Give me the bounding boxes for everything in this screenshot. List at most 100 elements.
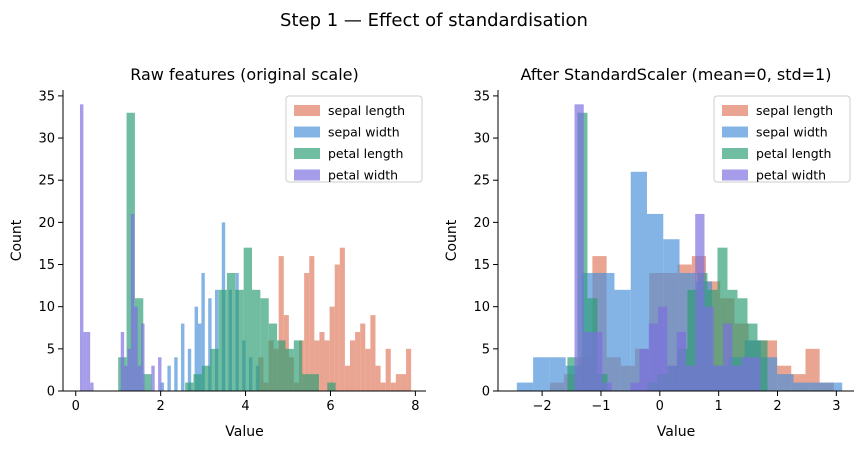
panel-2-bar-sepal-width xyxy=(809,382,826,391)
panel-1-y-tick-label: 25 xyxy=(38,174,55,189)
panel-2-bar-petal-width xyxy=(676,331,686,391)
panel-2-x-axis-label: Value xyxy=(657,424,695,440)
panel-1-bar-petal-width xyxy=(83,331,87,391)
panel-2-bar-sepal-width xyxy=(614,289,631,391)
panel-1-bar-sepal-length xyxy=(350,340,356,391)
panel-2-legend-box xyxy=(713,95,851,183)
panel-1-bar-sepal-length xyxy=(355,331,361,391)
panel-1-bar-petal-length xyxy=(277,340,286,391)
panel-1-bar-petal-length xyxy=(193,374,202,391)
panel-1-bar-sepal-length xyxy=(344,365,350,391)
panel-1-bar-petal-length xyxy=(134,298,144,391)
panel-1-bar-petal-width xyxy=(130,213,135,391)
panel-1-bar-sepal-length xyxy=(324,340,330,391)
panel-1-bar-sepal-length xyxy=(365,348,371,391)
panel-2-x-tick-label: −2 xyxy=(533,399,552,414)
panel-1-bar-sepal-length xyxy=(400,374,407,391)
panel-2-bar-petal-length xyxy=(727,289,738,391)
panel-1-bar-sepal-width xyxy=(194,306,199,391)
panel-1-series-petal-length xyxy=(118,112,336,391)
panel-2-bar-petal-width xyxy=(704,306,714,391)
panel-1-bar-petal-width xyxy=(141,323,145,391)
panel-2-y-tick-label: 15 xyxy=(473,258,490,273)
panel-1-bar-sepal-length xyxy=(339,247,345,391)
panel-2-series-petal-width xyxy=(574,104,761,391)
panel-1-bar-petal-length xyxy=(218,289,227,391)
panel-1-bar-sepal-length xyxy=(406,348,412,391)
panel-1-bar-petal-length xyxy=(126,112,135,391)
panel-2-x-tick-label: −1 xyxy=(591,399,610,414)
panel-1-x-axis-label: Value xyxy=(225,424,263,440)
panel-1-bar-petal-length xyxy=(260,298,269,391)
panel-1-bar-petal-width xyxy=(134,306,138,391)
figure-title: Step 1 — Effect of standardisation xyxy=(280,10,588,31)
panel-1-bar-sepal-width xyxy=(160,382,165,391)
panel-2-y-tick-label: 35 xyxy=(473,89,490,104)
panel-1-bar-sepal-length xyxy=(314,340,320,391)
panel-1-x-tick-label: 6 xyxy=(326,399,334,414)
panel-2-bar-sepal-width xyxy=(516,382,534,391)
panel-1-legend: sepal length sepal width petal length petal… xyxy=(285,95,423,183)
panel-1-legend-swatch-sepal-length xyxy=(294,105,320,116)
panel-1-legend-label-petal-width: petal width xyxy=(328,168,398,183)
panel-1-bar-sepal-length xyxy=(390,382,396,391)
panel-2-bar-petal-length xyxy=(567,357,578,391)
panel-2-bar-petal-width xyxy=(667,365,677,391)
panel-2-legend-swatch-sepal-length xyxy=(722,105,748,116)
panel-2-y-tick-label: 5 xyxy=(482,342,490,357)
panel-1-legend-swatch-petal-length xyxy=(294,148,320,159)
panel-1-bar-petal-width xyxy=(151,365,155,391)
panel-1-bar-petal-length xyxy=(235,289,244,391)
panel-2-bar-petal-width xyxy=(583,331,594,391)
panel-1-bar-petal-width xyxy=(124,365,128,391)
panel-1-bar-petal-length xyxy=(143,374,152,391)
panel-1-y-tick-label: 0 xyxy=(47,385,55,400)
panel-2-legend-label-sepal-width: sepal width xyxy=(756,125,828,140)
panel-2-bar-sepal-width xyxy=(777,374,794,391)
panel-1-bar-sepal-length xyxy=(375,365,381,391)
panel-1-bar-petal-length xyxy=(310,374,319,391)
panel-2-y-tick-label: 25 xyxy=(473,174,490,189)
panel-2-bar-sepal-width xyxy=(630,171,647,391)
panel-1-title: Raw features (original scale) xyxy=(130,65,359,84)
panel-1-bar-sepal-length xyxy=(360,323,366,391)
panel-1-bar-sepal-width xyxy=(187,348,192,391)
panel-2-legend-label-petal-width: petal width xyxy=(756,168,826,183)
panel-2-bar-sepal-width xyxy=(825,382,843,391)
panel-1-bar-petal-length xyxy=(226,272,236,391)
panel-1-bar-petal-width xyxy=(120,331,125,391)
panel-2-legend-swatch-petal-length xyxy=(722,148,748,159)
panel-2-x-tick-label: 3 xyxy=(832,399,840,414)
panel-2-bar-sepal-width xyxy=(533,357,550,391)
panel-1-y-tick-label: 35 xyxy=(38,89,55,104)
panel-1-bar-petal-length xyxy=(201,365,211,391)
panel-1-legend-swatch-petal-width xyxy=(294,169,320,181)
panel-1-bar-petal-length xyxy=(302,374,311,391)
panel-1-bar-sepal-length xyxy=(395,374,401,391)
panel-1-bar-sepal-width xyxy=(208,298,212,391)
panel-1-bar-sepal-width xyxy=(167,365,171,391)
panel-2-bar-petal-length xyxy=(687,289,698,391)
panel-2-legend: sepal length sepal width petal length petal… xyxy=(713,95,851,183)
panel-2-bar-petal-width xyxy=(630,382,640,391)
panel-2-bar-petal-width xyxy=(741,357,751,391)
panel-1-legend-swatch-sepal-width xyxy=(294,126,320,138)
panel-1-y-tick-label: 5 xyxy=(47,342,55,357)
panel-2-bar-petal-width xyxy=(695,213,705,391)
panel-1-bar-sepal-length xyxy=(329,306,335,391)
panel-1-bar-petal-width xyxy=(137,365,142,391)
panel-2-bar-sepal-length xyxy=(805,348,820,391)
panel-1-bar-sepal-length xyxy=(304,272,310,391)
panel-1-bar-sepal-length xyxy=(380,382,386,391)
panel-1-y-tick-label: 10 xyxy=(38,300,55,315)
panel-1-legend-label-sepal-width: sepal width xyxy=(328,125,400,140)
panel-2-bar-petal-length xyxy=(717,247,728,391)
panel-1-y-tick-label: 15 xyxy=(38,258,55,273)
panel-1-bar-petal-length xyxy=(185,382,194,391)
panel-2-bar-petal-width xyxy=(648,323,659,391)
panel-1-y-tick-label: 20 xyxy=(38,216,55,231)
panel-2-bar-petal-width xyxy=(639,348,649,391)
panel-2-bar-petal-width xyxy=(602,382,612,391)
